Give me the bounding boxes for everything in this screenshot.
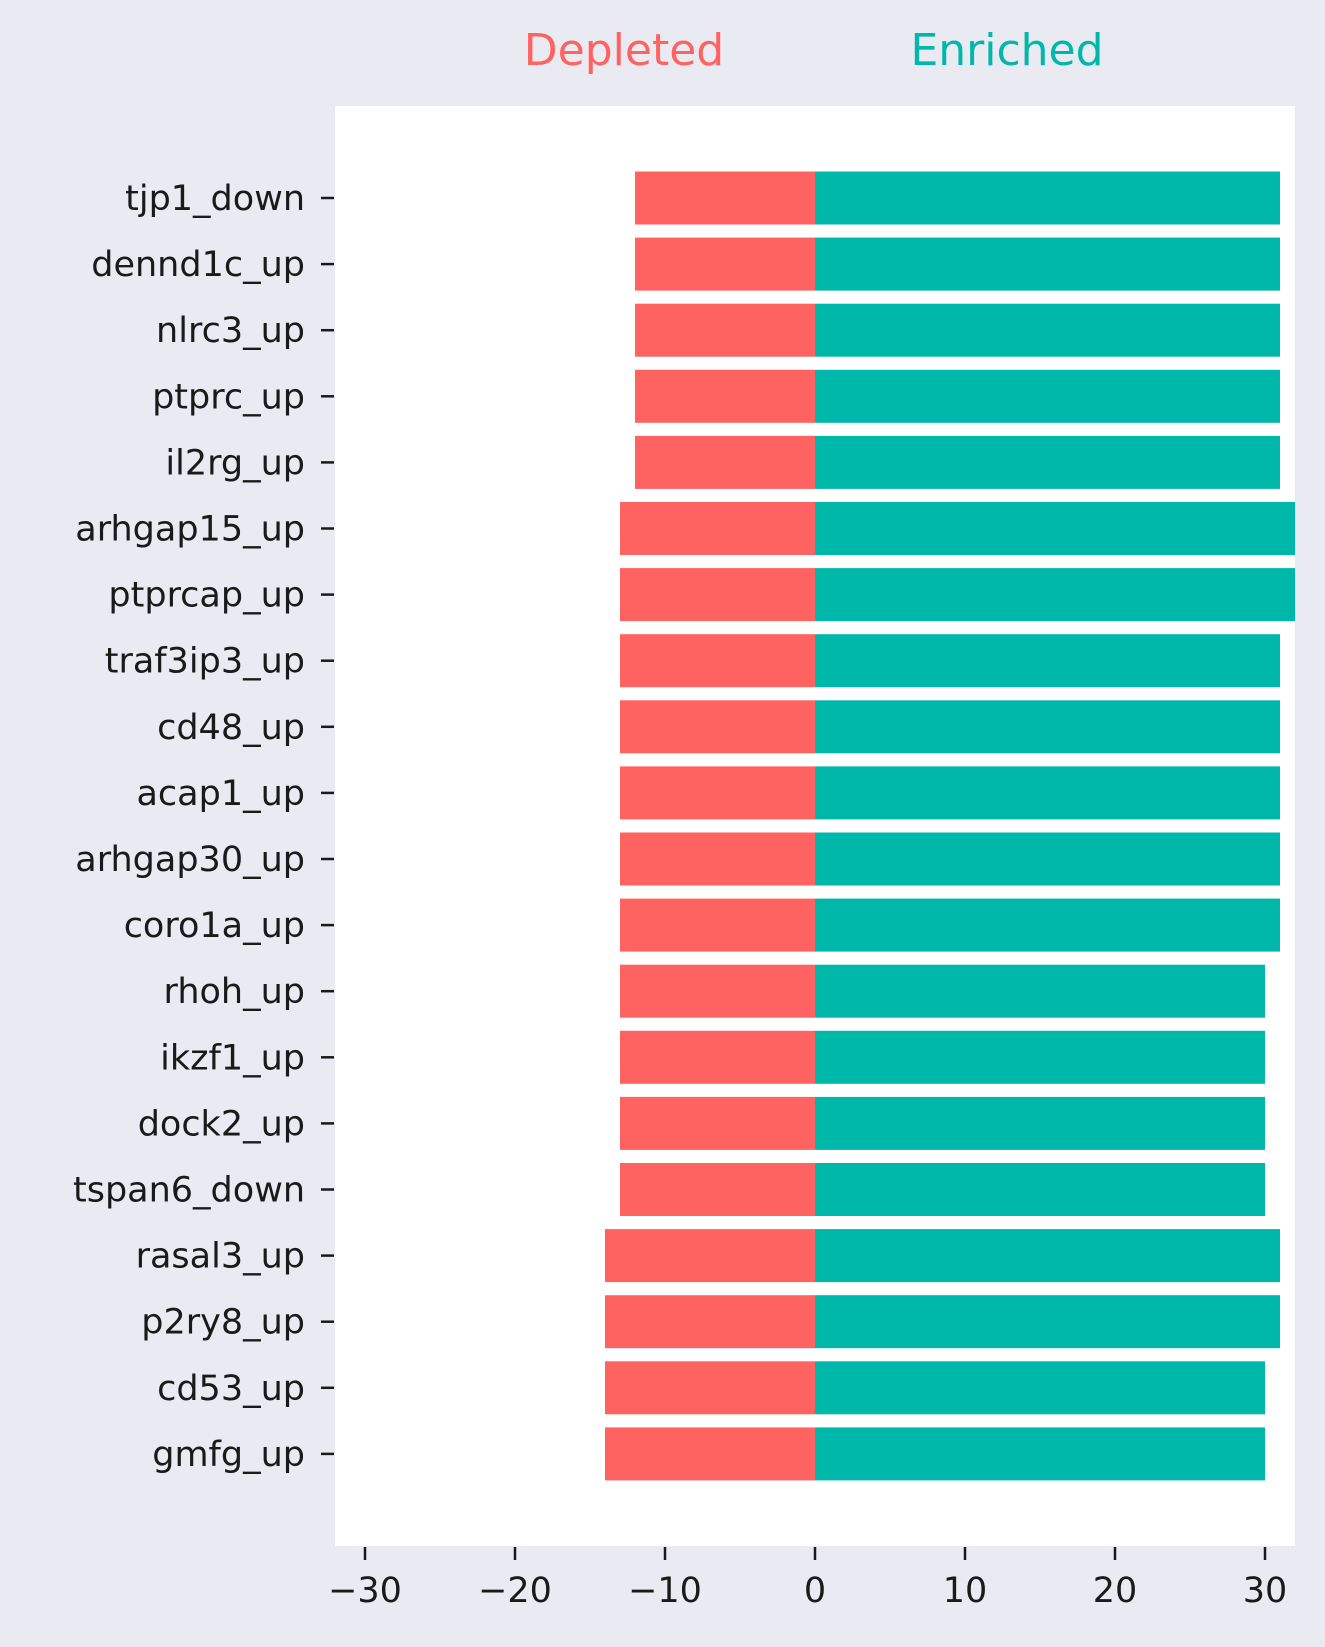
y-tick-label: dock2_up [138,1104,305,1144]
y-tick-label: acap1_up [136,774,305,814]
depleted-bar-arhgap30_up [620,832,815,886]
y-axis: tjp1_down dennd1c_up nlrc3_up ptprc_up il2rg… [73,179,334,1475]
depleted-header: Depleted [524,25,724,76]
y-tick-label: cd53_up [157,1369,305,1409]
y-tick-label: rasal3_up [136,1237,305,1277]
depleted-bar-dock2_up [620,1096,815,1150]
depleted-bar-il2rg_up [635,435,815,489]
enriched-bar-il2rg_up [815,435,1280,489]
enriched-bar-acap1_up [815,766,1280,820]
y-tick-label: ptprcap_up [108,576,305,616]
depleted-bar-nlrc3_up [635,303,815,357]
x-tick-label: −30 [328,1571,402,1611]
enriched-bar-rasal3_up [815,1229,1280,1283]
y-tick-label: traf3ip3_up [105,642,305,682]
y-tick-label: p2ry8_up [141,1303,305,1343]
depleted-bar-rhoh_up [620,964,815,1018]
enriched-bar-gmfg_up [815,1427,1265,1481]
enriched-bar-cd53_up [815,1361,1265,1415]
enriched-bar-arhgap30_up [815,832,1280,886]
enriched-bar-arhgap15_up [815,502,1295,555]
enriched-bar-ptprcap_up [815,568,1295,622]
enriched-bar-rhoh_up [815,964,1265,1018]
y-tick-label: rhoh_up [164,972,305,1012]
y-tick-label: ikzf1_up [160,1038,305,1078]
y-tick-label: dennd1c_up [91,245,305,285]
x-tick-label: −20 [478,1571,552,1611]
y-tick-label: nlrc3_up [156,311,305,351]
y-tick-label: gmfg_up [152,1435,305,1475]
x-tick-label: 30 [1243,1571,1288,1611]
enriched-bar-coro1a_up [815,898,1280,952]
enriched-bar-tjp1_down [815,171,1280,225]
enriched-bar-nlrc3_up [815,303,1280,357]
depleted-bar-ikzf1_up [620,1030,815,1084]
enriched-bar-tspan6_down [815,1163,1265,1216]
depleted-bar-arhgap15_up [620,502,815,555]
x-tick-label: 10 [943,1571,988,1611]
x-tick-label: −10 [628,1571,702,1611]
depleted-bar-dennd1c_up [635,237,815,291]
enriched-bar-ikzf1_up [815,1030,1265,1084]
enriched-bar-dock2_up [815,1096,1265,1150]
depleted-bar-gmfg_up [605,1427,815,1481]
depleted-bar-cd48_up [620,700,815,754]
y-tick-label: il2rg_up [165,443,305,483]
depleted-bar-rasal3_up [605,1229,815,1283]
depleted-bar-p2ry8_up [605,1295,815,1349]
x-tick-label: 0 [804,1571,826,1611]
series-headers: Depleted Enriched [524,25,1104,76]
enriched-bar-traf3ip3_up [815,634,1280,688]
depleted-bar-ptprc_up [635,369,815,423]
enriched-bar-cd48_up [815,700,1280,754]
bars-group [605,171,1295,1481]
x-axis: −30 −20 −10 0 10 20 30 [328,1547,1287,1611]
y-tick-label: arhgap30_up [75,840,305,880]
enriched-bar-p2ry8_up [815,1295,1280,1349]
depleted-bar-cd53_up [605,1361,815,1415]
y-tick-label: tjp1_down [125,179,305,219]
depleted-bar-coro1a_up [620,898,815,952]
depleted-bar-tspan6_down [620,1163,815,1216]
y-tick-label: tspan6_down [73,1171,305,1211]
y-tick-label: ptprc_up [152,377,305,417]
y-tick-label: cd48_up [157,708,305,748]
enriched-bar-dennd1c_up [815,237,1280,291]
depleted-bar-ptprcap_up [620,568,815,622]
depleted-bar-acap1_up [620,766,815,820]
y-tick-label: arhgap15_up [75,510,305,550]
y-tick-label: coro1a_up [124,906,305,946]
x-tick-label: 20 [1093,1571,1138,1611]
enriched-bar-ptprc_up [815,369,1280,423]
depleted-bar-traf3ip3_up [620,634,815,688]
depleted-bar-tjp1_down [635,171,815,225]
enriched-header: Enriched [910,25,1103,76]
